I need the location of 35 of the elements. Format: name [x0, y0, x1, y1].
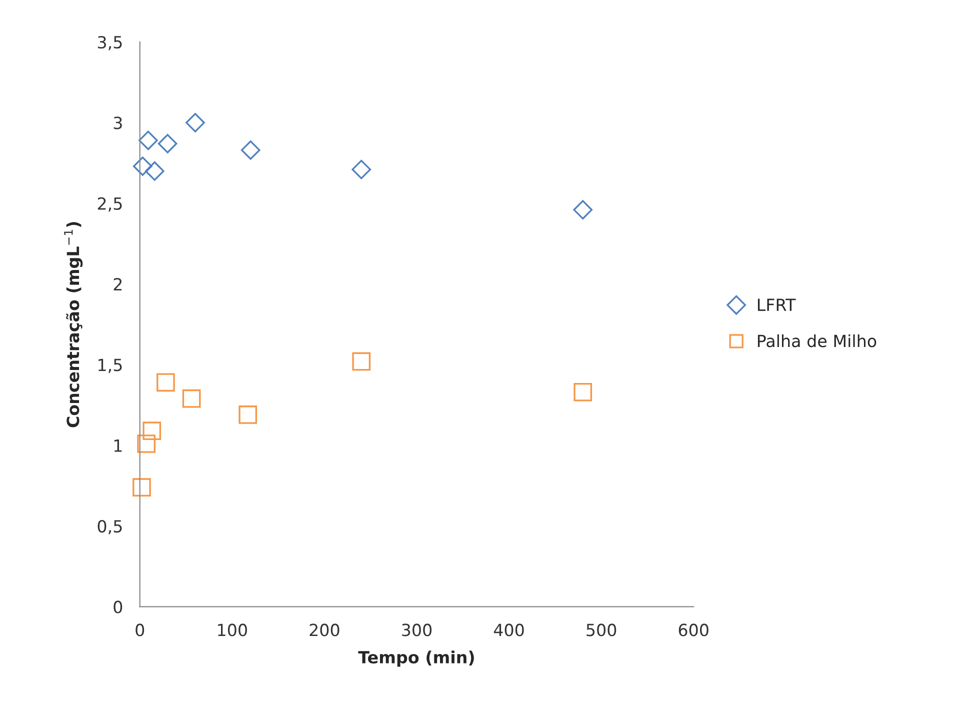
- y-axis-title: Concentração (mgL$^{−1}$): [64, 222, 83, 428]
- point: [352, 160, 372, 180]
- x-tick-label: 600: [678, 624, 708, 636]
- point: [186, 112, 205, 132]
- point: [156, 373, 175, 392]
- y-tick-label: 1,5: [98, 358, 122, 373]
- y-tick-label: 1: [114, 440, 122, 452]
- point: [240, 140, 260, 160]
- y-tick-label: 0,5: [98, 520, 122, 534]
- legend-label: Palha de Milho: [758, 334, 876, 348]
- x-tick-label: 400: [494, 624, 524, 636]
- point: [158, 134, 178, 154]
- point: [238, 406, 258, 424]
- x-tick-label: 500: [586, 624, 616, 636]
- x-tick-label: 200: [310, 624, 340, 636]
- y-tick-label: 2,5: [98, 197, 122, 212]
- point: [138, 130, 158, 150]
- y-tick-label: 3: [114, 116, 122, 130]
- x-axis-title: Tempo (min): [358, 650, 474, 667]
- point: [182, 389, 201, 408]
- point: [144, 161, 164, 181]
- legend-label: LFRT: [758, 298, 796, 311]
- point: [132, 156, 152, 176]
- y-tick-label: 0: [114, 600, 122, 614]
- point: [137, 434, 156, 453]
- y-tick-label: 3,5: [98, 36, 122, 50]
- point: [352, 352, 371, 371]
- x-tick-label: 100: [218, 624, 247, 636]
- point: [132, 478, 151, 496]
- point: [573, 200, 593, 220]
- x-tick-label: 0: [136, 624, 144, 636]
- point: [574, 382, 592, 402]
- point: [142, 422, 162, 440]
- x-tick-label: 300: [402, 624, 432, 636]
- y-tick-label: 2: [114, 278, 122, 290]
